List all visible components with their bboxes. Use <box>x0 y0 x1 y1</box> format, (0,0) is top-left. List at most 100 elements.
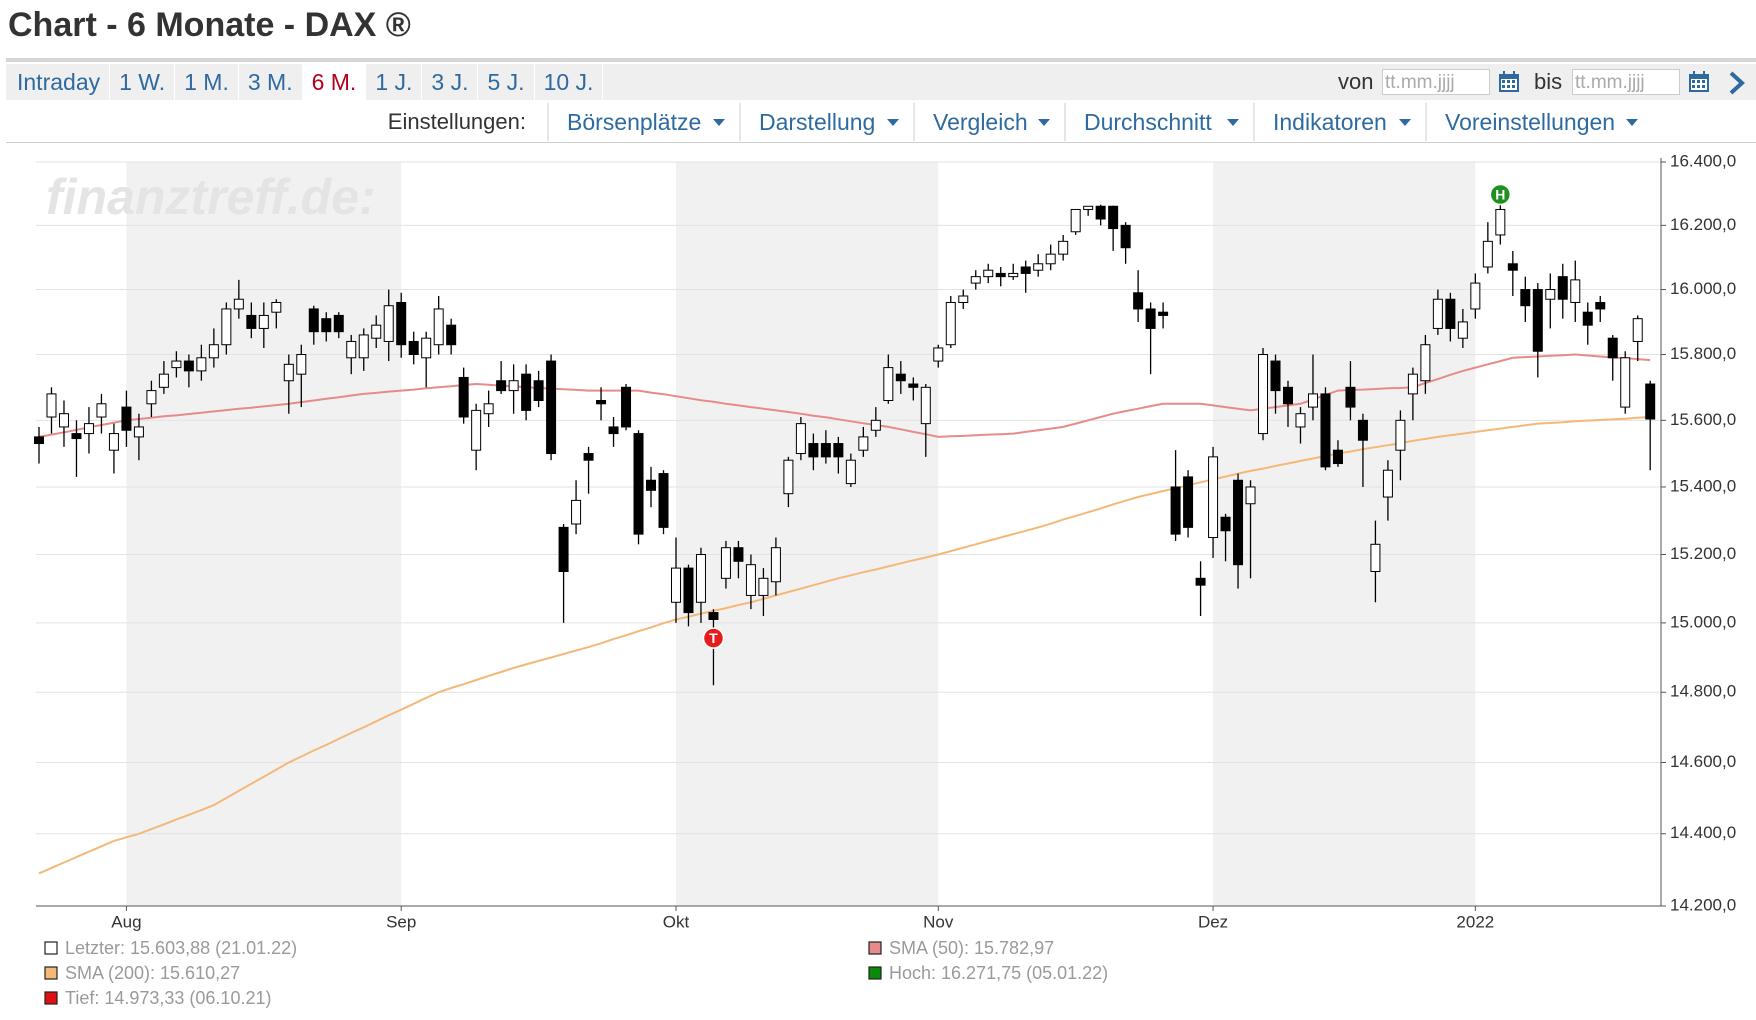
candle-body <box>1220 516 1231 532</box>
candle <box>1620 351 1631 414</box>
tabs: Intraday 1 W. 1 M. 3 M. 6 M. 1 J. 3 J. 5 J. 10 J… <box>8 64 604 100</box>
candle <box>196 344 207 381</box>
candle <box>833 436 844 474</box>
legend-swatch <box>44 966 58 980</box>
range-tab[interactable]: 3 J. <box>422 64 479 100</box>
candle <box>321 312 332 342</box>
candle-body <box>1445 298 1456 329</box>
month-shade <box>126 162 402 906</box>
candle <box>221 302 232 355</box>
candle <box>433 296 444 355</box>
candle-body <box>608 426 619 435</box>
candle-body <box>1283 386 1293 405</box>
candle <box>1058 234 1069 261</box>
y-tick-label: 16.200,0 <box>1670 215 1736 234</box>
candle <box>983 263 994 284</box>
candle <box>458 367 469 424</box>
candle-body <box>233 298 244 310</box>
candle <box>1108 205 1119 251</box>
candle-body <box>1407 373 1418 395</box>
settings-menu[interactable]: Indikatoren <box>1253 103 1423 141</box>
candle-body <box>1357 419 1368 441</box>
range-tab[interactable]: 6 M. <box>302 64 367 100</box>
from-input[interactable]: tt.mm.jjjj <box>1382 69 1490 95</box>
candle <box>883 354 894 404</box>
candle-body <box>1120 224 1131 249</box>
candle <box>1208 446 1219 558</box>
next-arrow[interactable] <box>1726 70 1748 96</box>
candle-body <box>283 363 294 382</box>
candle-body <box>1295 413 1306 428</box>
candle-body <box>1620 357 1631 408</box>
candle <box>1033 254 1044 277</box>
candle <box>71 420 82 477</box>
candle-body <box>34 436 44 445</box>
y-tick-label: 15.200,0 <box>1670 544 1736 563</box>
candle <box>358 328 369 371</box>
candle-body <box>308 308 319 333</box>
candle <box>1595 296 1606 322</box>
candle <box>83 407 94 454</box>
candle-body <box>783 459 794 495</box>
candle <box>1607 334 1618 381</box>
candle-body <box>183 360 194 372</box>
settings-menu[interactable]: Voreinstellungen <box>1425 103 1650 141</box>
to-input[interactable]: tt.mm.jjjj <box>1572 69 1680 95</box>
y-tick-label: 15.400,0 <box>1670 476 1736 495</box>
range-tab[interactable]: 10 J. <box>535 64 604 100</box>
candle <box>1520 276 1531 322</box>
candle-body <box>908 383 919 388</box>
tab-bar: Intraday 1 W. 1 M. 3 M. 6 M. 1 J. 3 J. 5 J. 10 J… <box>6 64 1756 100</box>
candle <box>133 413 144 461</box>
y-tick-label: 15.600,0 <box>1670 410 1736 429</box>
calendar-icon[interactable] <box>1687 70 1711 94</box>
candle <box>308 305 319 345</box>
range-tab[interactable]: 3 M. <box>239 64 303 100</box>
calendar-icon[interactable] <box>1497 70 1521 94</box>
candle-body <box>1258 354 1269 435</box>
candle-body <box>1183 476 1194 528</box>
settings-menu[interactable]: Durchschnitt <box>1064 103 1251 141</box>
candle-body <box>321 318 332 333</box>
legend-swatch <box>868 941 882 955</box>
candle <box>945 296 956 348</box>
candle-body <box>695 553 706 603</box>
x-tick-label: Dez <box>1198 912 1228 931</box>
range-tab[interactable]: 1 J. <box>366 64 423 100</box>
candle-body <box>271 301 282 313</box>
range-tab[interactable]: Intraday <box>8 64 111 100</box>
candle-body <box>596 399 607 405</box>
candle <box>1283 380 1293 427</box>
candle-body <box>1545 289 1556 300</box>
watermark: finanztreff.de: <box>46 169 376 225</box>
settings-menu[interactable]: Vergleich <box>913 103 1062 141</box>
candle <box>783 456 794 508</box>
y-tick-label: 16.000,0 <box>1670 279 1736 298</box>
range-tab[interactable]: 1 M. <box>175 64 239 100</box>
candle <box>1070 208 1081 235</box>
candle-body <box>858 436 869 451</box>
candle <box>58 400 69 447</box>
range-tab[interactable]: 1 W. <box>110 64 176 100</box>
candle-body <box>171 360 182 369</box>
range-tab[interactable]: 5 J. <box>478 64 535 100</box>
candle-body <box>558 526 569 573</box>
candle-body <box>1482 240 1493 268</box>
candle <box>633 430 644 545</box>
candle-body <box>1195 577 1206 586</box>
candle-body <box>1607 337 1618 359</box>
candle <box>1582 302 1593 345</box>
candle <box>208 328 219 368</box>
settings-menu[interactable]: Darstellung <box>739 103 911 141</box>
candle-body <box>1270 360 1281 392</box>
candle-body <box>920 386 931 425</box>
settings-menu[interactable]: Börsenplätze <box>547 103 737 141</box>
candle-body <box>733 547 744 562</box>
candle-body <box>895 373 906 382</box>
candle <box>96 393 107 434</box>
candle-body <box>1008 272 1019 278</box>
candle <box>1258 347 1269 441</box>
candle <box>1432 289 1443 335</box>
candle <box>745 554 756 610</box>
candle-body <box>146 390 157 405</box>
